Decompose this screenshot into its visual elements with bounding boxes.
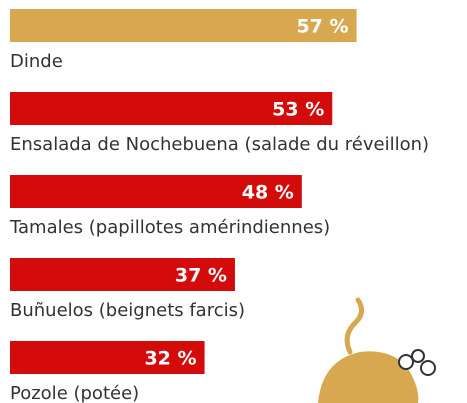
bar	[10, 258, 235, 291]
value-label: 37 %	[175, 265, 227, 287]
bar	[10, 341, 205, 374]
bar	[10, 175, 302, 208]
bar	[10, 92, 333, 125]
category-label: Dinde	[10, 51, 63, 72]
pot-illustration	[318, 297, 436, 403]
bar	[10, 9, 357, 42]
value-label: 53 %	[272, 99, 324, 121]
category-label: Buñuelos (beignets farcis)	[10, 300, 245, 321]
value-label: 48 %	[242, 182, 294, 204]
value-label: 32 %	[144, 348, 196, 370]
category-label: Ensalada de Nochebuena (salade du réveil…	[10, 134, 429, 155]
category-label: Tamales (papillotes amérindiennes)	[9, 217, 330, 238]
category-label: Pozole (potée)	[10, 383, 139, 403]
value-label: 57 %	[296, 16, 348, 38]
